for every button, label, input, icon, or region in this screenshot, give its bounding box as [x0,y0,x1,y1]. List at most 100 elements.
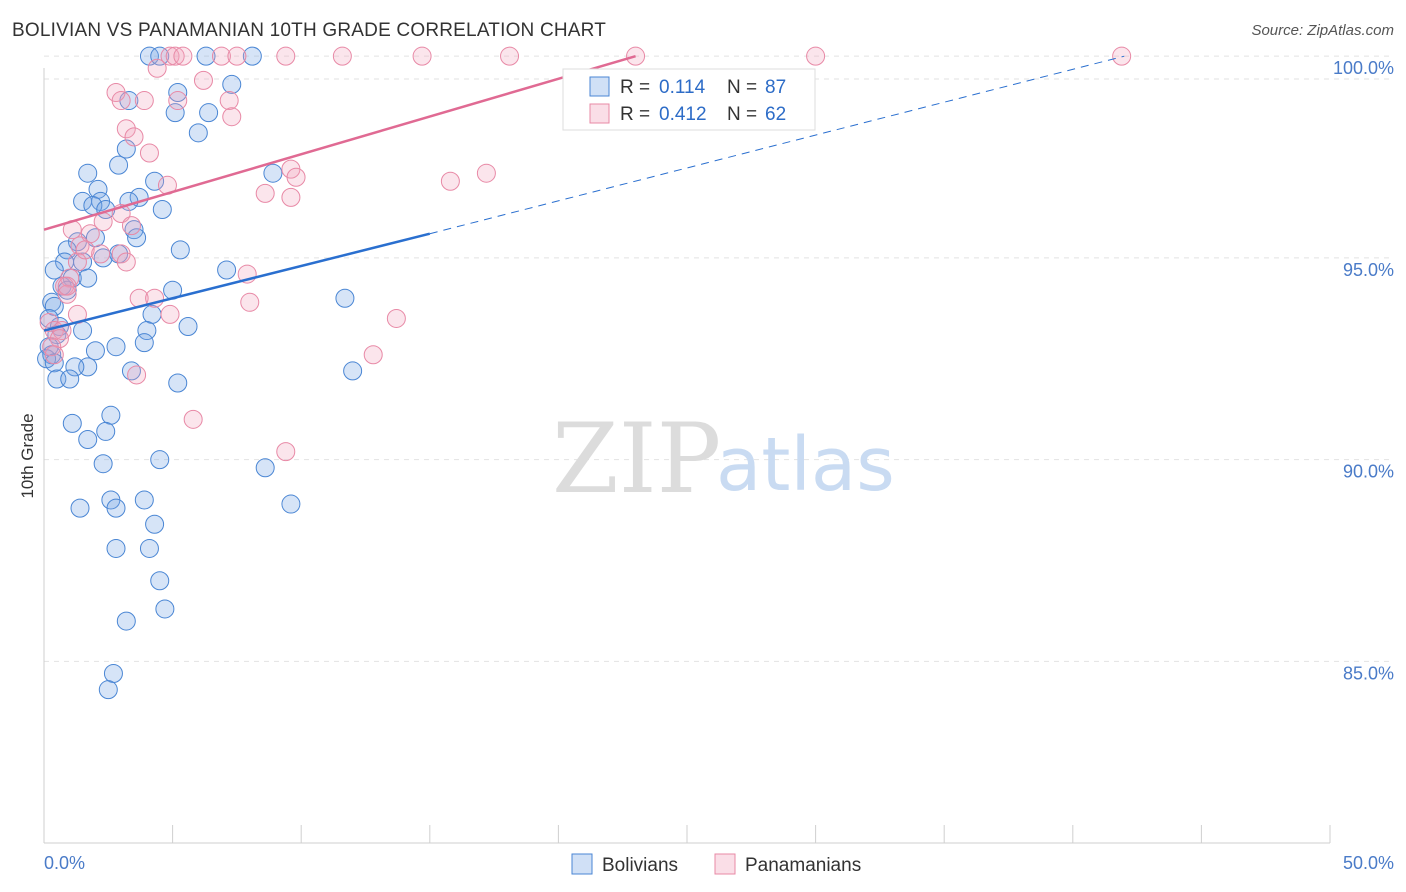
data-point [42,337,62,357]
watermark: ZIP atlas [552,403,895,515]
data-point [106,498,126,518]
data-point [134,490,154,510]
data-point [85,341,105,361]
data-point [67,252,87,272]
data-point [240,292,260,312]
trendline-bolivians [43,232,431,332]
data-point [44,345,64,365]
data-point [188,123,208,143]
legend-n-value-panamanians: 62 [765,104,786,125]
y-axis-label: 10th Grade [18,413,37,498]
data-point [806,46,826,66]
data-point [139,538,159,558]
data-point [160,304,180,324]
data-point [134,333,154,353]
data-point [139,143,159,163]
data-point [150,46,170,66]
data-point [222,107,242,127]
data-point [165,103,185,123]
data-point [137,321,157,341]
data-point [227,46,247,66]
y-tick-label: 90.0% [1343,462,1394,482]
data-point [111,91,131,111]
data-point [39,308,59,328]
data-point [242,46,262,66]
data-point [196,46,216,66]
data-point [142,304,162,324]
legend-swatch-bolivians [589,76,610,97]
data-point [276,46,296,66]
trendline-bolivians-extension [429,55,1125,235]
data-point [1112,46,1132,66]
legend-swatch-panamanians [589,103,610,124]
y-tick-label: 95.0% [1343,260,1394,280]
data-point [343,361,363,381]
data-point [217,260,237,280]
data-point [145,171,165,191]
data-point [178,317,198,337]
legend-n-label-panamanians: N = [727,104,757,125]
data-point [127,365,147,385]
series-bolivians [37,46,363,700]
y-tick-label: 100.0% [1333,58,1394,78]
data-point [440,171,460,191]
data-point [500,46,520,66]
data-point [60,369,80,389]
data-point [219,91,239,111]
data-point [183,409,203,429]
data-point [93,454,113,474]
data-point [150,571,170,591]
legend-swatch-panamanians-bottom [714,853,736,875]
data-point [150,450,170,470]
x-tick-label-max: 50.0% [1343,853,1394,873]
data-point [147,58,167,78]
data-point [116,252,136,272]
data-point [168,82,188,102]
watermark-zip: ZIP [552,403,721,515]
data-point [386,308,406,328]
data-point [73,191,93,211]
data-point [139,46,159,66]
data-point [134,91,154,111]
data-point [78,163,98,183]
data-point [78,430,98,449]
legend-r-value-panamanians: 0.412 [659,104,707,125]
data-point [335,288,355,308]
data-point [75,240,95,260]
data-point [65,357,85,377]
data-point [363,345,383,365]
data-point [106,538,126,558]
legend-label-panamanians: Panamanians [745,855,861,876]
y-tick-label: 85.0% [1343,663,1394,683]
legend-n-label-bolivians: N = [727,77,757,98]
data-point [476,163,496,183]
data-point [263,163,283,183]
data-point [116,119,136,139]
legend-r-label-bolivians: R = [620,77,650,98]
data-point [106,337,126,357]
data-point [211,46,231,66]
x-tick-label-min: 0.0% [44,853,85,873]
data-point [78,268,98,288]
data-point [332,46,352,66]
trendline-panamanians [43,54,636,231]
data-point [168,373,188,393]
legend-label-bolivians: Bolivians [602,855,678,876]
data-point [222,74,242,94]
data-point [96,421,116,441]
data-point [73,321,93,341]
data-point [98,680,118,700]
data-point [152,200,172,220]
trendlines [43,54,1125,332]
data-point [44,260,64,280]
data-point [155,599,175,619]
legend-swatch-bolivians-bottom [571,853,593,875]
y-axis-tick-labels: 85.0% 90.0% 95.0% 100.0% [1333,58,1394,683]
data-point [116,139,136,159]
data-point [276,442,296,462]
data-point [70,498,90,518]
legend-r-value-bolivians: 0.114 [659,77,706,98]
data-point [281,187,301,207]
series-panamanians [39,46,1132,462]
